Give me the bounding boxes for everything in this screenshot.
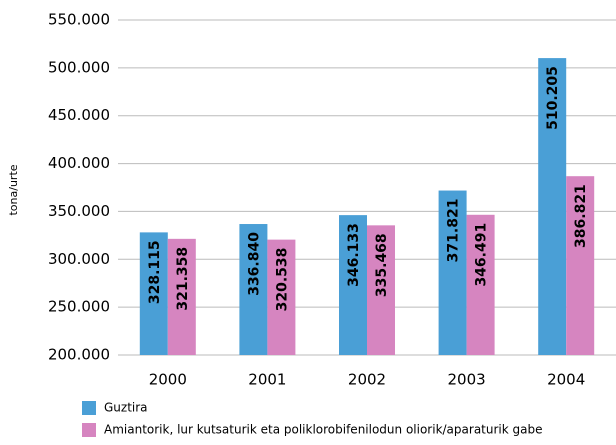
x-tick-label: 2003 [448,371,486,389]
value-label: 346.133 [346,223,362,287]
bar [566,176,595,355]
value-label: 371.821 [446,199,462,263]
legend-swatch [82,423,96,437]
value-label: 386.821 [573,184,589,248]
x-tick-label: 2002 [348,371,386,389]
y-tick-label: 300.000 [48,250,110,268]
bar [167,238,196,355]
legend-swatch [82,401,96,415]
value-label: 321.358 [175,247,191,311]
value-label: 335.468 [374,233,390,297]
x-tick-label: 2004 [547,371,585,389]
bar [339,215,367,355]
bar [267,239,296,355]
y-tick-label: 400.000 [48,154,110,172]
bar [538,58,567,355]
bar [438,190,467,355]
x-tick-label: 2000 [149,371,187,389]
y-tick-label: 250.000 [48,298,110,316]
y-axis-label: tona/urte [7,164,20,215]
bar [139,232,168,355]
bar [367,225,395,355]
value-label: 510.205 [545,66,561,130]
value-label: 336.840 [246,232,262,296]
x-tick-label: 2001 [248,371,286,389]
value-label: 328.115 [147,240,163,304]
value-label: 346.491 [474,223,490,287]
y-tick-label: 450.000 [48,106,110,124]
y-tick-label: 550.000 [48,11,110,29]
y-tick-label: 350.000 [48,202,110,220]
legend-label: Amiantorik, lur kutsaturik eta polikloro… [104,423,542,437]
bar [466,214,495,355]
legend-label: Guztira [104,401,148,415]
y-tick-label: 500.000 [48,58,110,76]
y-tick-label: 200.000 [48,346,110,364]
bar [239,224,268,355]
value-label: 320.538 [274,248,290,312]
